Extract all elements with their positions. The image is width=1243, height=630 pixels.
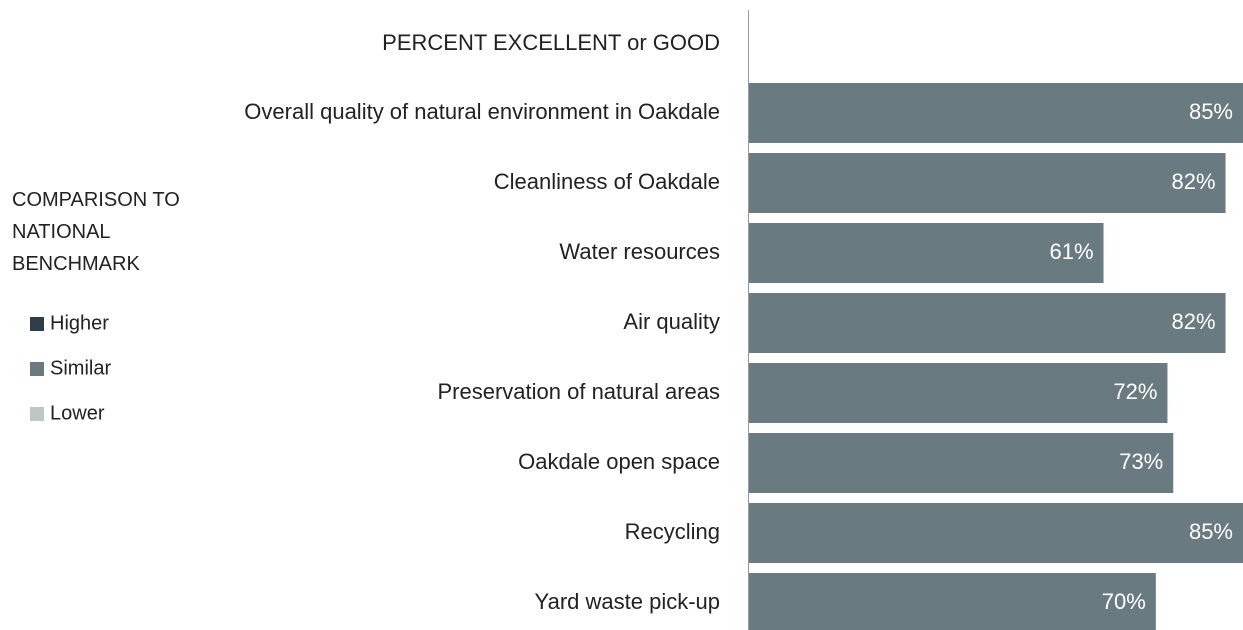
category-label: Air quality <box>623 309 720 334</box>
category-label: Preservation of natural areas <box>438 379 721 404</box>
bar <box>749 153 1226 213</box>
value-label: 85% <box>1189 99 1233 124</box>
value-label: 85% <box>1189 519 1233 544</box>
bar <box>749 293 1226 353</box>
legend-swatch <box>30 317 44 331</box>
value-label: 82% <box>1172 309 1216 334</box>
category-label: Cleanliness of Oakdale <box>494 169 720 194</box>
bar <box>749 363 1168 423</box>
legend-title: COMPARISON TO NATIONAL BENCHMARK <box>12 189 180 275</box>
bar <box>749 573 1156 630</box>
category-label: Recycling <box>625 519 720 544</box>
bar <box>749 223 1104 283</box>
chart-title: PERCENT EXCELLENT or GOOD <box>382 30 720 55</box>
legend-label: Lower <box>50 402 105 424</box>
category-label: Overall quality of natural environment i… <box>244 99 720 124</box>
value-label: 73% <box>1119 449 1163 474</box>
category-label: Yard waste pick-up <box>535 589 720 614</box>
bar <box>749 83 1243 143</box>
value-label: 82% <box>1172 169 1216 194</box>
value-label: 72% <box>1113 379 1157 404</box>
legend-swatch <box>30 362 44 376</box>
category-label: Water resources <box>559 239 720 264</box>
bar <box>749 433 1174 493</box>
value-label: 61% <box>1049 239 1093 264</box>
bar <box>749 503 1243 563</box>
value-label: 70% <box>1102 589 1146 614</box>
legend-title-box: COMPARISON TO NATIONAL BENCHMARK <box>12 189 180 275</box>
legend-label: Higher <box>50 312 109 334</box>
category-label: Oakdale open space <box>518 449 720 474</box>
legend-swatch <box>30 407 44 421</box>
legend-label: Similar <box>50 357 111 379</box>
